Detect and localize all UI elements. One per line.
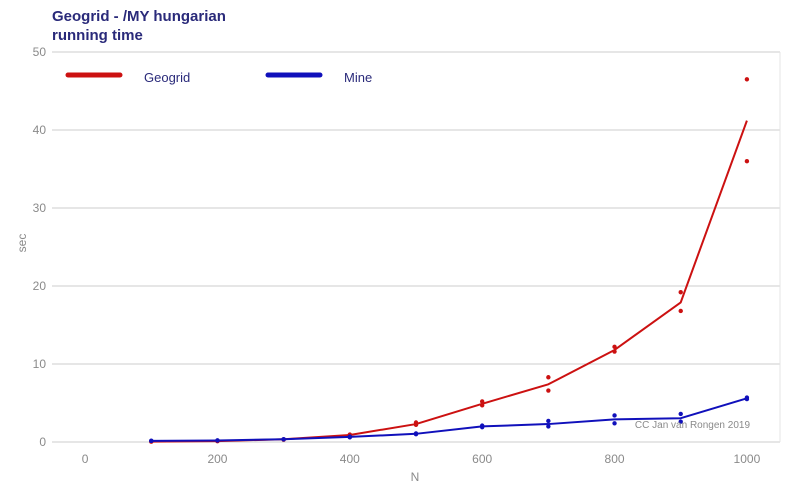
series-line-mine — [151, 397, 748, 442]
x-tick-label: 600 — [472, 452, 492, 466]
data-point-mine — [413, 432, 419, 437]
legend: Geogrid Mine — [65, 70, 372, 85]
data-point-mine — [744, 396, 750, 402]
chart-title-line-1: Geogrid - /MY hungarian — [52, 8, 226, 25]
data-point-geogrid — [612, 344, 617, 350]
x-tick-label: 200 — [207, 452, 227, 466]
x-tick-label: 400 — [340, 452, 360, 466]
data-point-geogrid — [744, 77, 750, 82]
data-point-mine — [546, 424, 551, 429]
y-tick-label: 20 — [33, 279, 47, 293]
series-layer — [149, 77, 750, 444]
data-point-mine — [347, 435, 353, 440]
y-tick-label: 10 — [33, 357, 47, 371]
legend-label-geogrid: Geogrid — [144, 70, 190, 85]
data-point-geogrid — [546, 388, 551, 393]
data-point-mine — [612, 413, 617, 418]
x-axis-title: N — [411, 470, 420, 484]
data-point-mine — [479, 424, 485, 430]
data-point-geogrid — [413, 422, 419, 428]
data-point-geogrid — [546, 375, 551, 380]
data-point-mine — [678, 411, 683, 417]
data-point-mine — [612, 421, 617, 426]
data-point-geogrid — [612, 349, 617, 354]
data-point-geogrid — [678, 308, 683, 314]
legend-label-mine: Mine — [344, 70, 372, 85]
chart-title-line-2: running time — [52, 27, 143, 44]
x-tick-label: 1000 — [734, 452, 761, 466]
data-point-geogrid — [479, 399, 485, 404]
x-tick-label: 0 — [82, 452, 89, 466]
chart-title: Geogrid - /MY hungarian running time — [52, 7, 312, 45]
data-point-mine — [215, 438, 220, 443]
data-point-geogrid — [678, 290, 683, 295]
data-point-geogrid — [744, 159, 750, 164]
y-tick-label: 50 — [33, 45, 47, 59]
caption-text: CC Jan van Rongen 2019 — [635, 420, 751, 431]
y-tick-label: 30 — [33, 201, 47, 215]
y-tick-label: 0 — [39, 435, 46, 449]
data-point-mine — [149, 438, 154, 444]
x-tick-label: 800 — [605, 452, 625, 466]
series-line-geogrid — [151, 120, 748, 443]
y-tick-label: 40 — [33, 123, 47, 137]
y-axis-title: sec — [15, 234, 29, 253]
data-point-geogrid — [479, 403, 485, 408]
data-point-mine — [281, 437, 286, 442]
data-point-mine — [678, 419, 683, 424]
grid-layer: 0 10 20 30 40 50 0 200 400 600 800 1000 — [33, 45, 781, 466]
data-point-mine — [546, 418, 551, 424]
